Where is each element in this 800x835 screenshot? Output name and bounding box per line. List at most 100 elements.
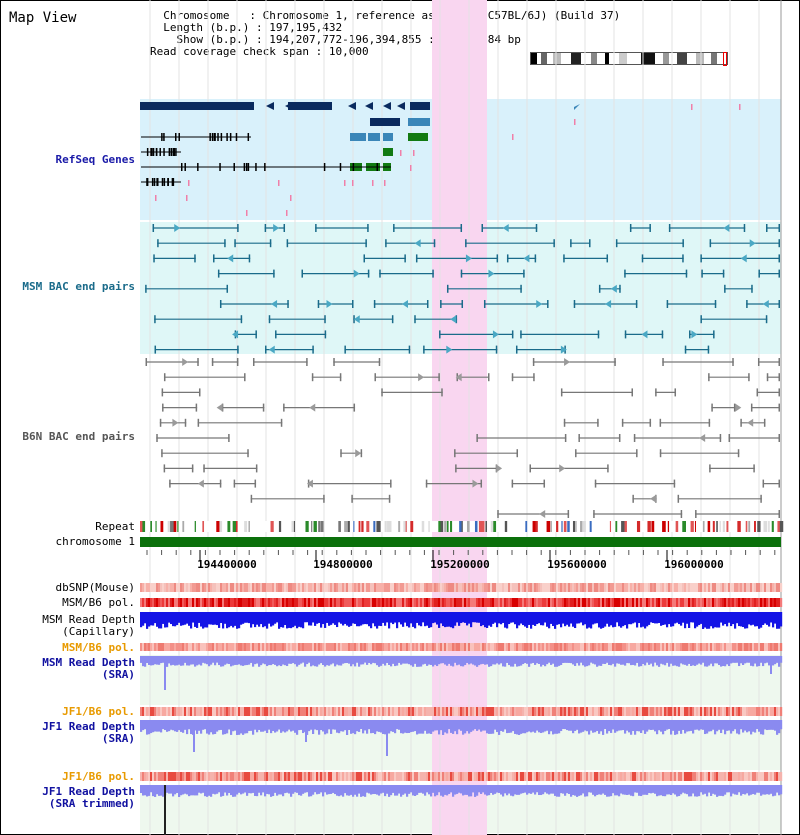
repeat-element [651,521,655,532]
msm-b6-pol-strip-1-cell [280,598,283,607]
track-label-jf1-b6-pol-2[interactable]: JF1/B6 pol. [62,770,135,783]
chromosome-ideogram[interactable] [530,52,728,66]
b6n-bac-end [169,479,171,488]
dbsnp-strip-cell [158,583,161,592]
jf1-read-depth-sra-bar [706,720,709,734]
msm-read-depth-capillary-bar [144,612,147,624]
dbsnp-strip-cell [264,583,267,592]
track-label-msm-read-depth-sra[interactable]: MSM Read Depth (SRA) [42,656,135,681]
msm-read-depth-capillary-bar [302,612,305,629]
msm-read-depth-capillary-bar [768,612,771,627]
dbsnp-strip-cell [492,583,495,592]
msm-b6-pol-strip-1-cell [498,598,501,607]
track-label-dbsnp[interactable]: dbSNP(Mouse) [55,581,135,594]
track-label-jf1-b6-pol[interactable]: JF1/B6 pol. [62,705,135,718]
jf1-b6-pol-strip-cell [470,707,473,716]
track-label-msm-b6-pol-2[interactable]: MSM/B6 pol. [62,641,135,654]
msm-bac-end [426,300,429,308]
jf1-read-depth-sra-bar [558,720,561,734]
msm-read-depth-sra-bar [472,656,475,665]
dbsnp-strip-cell [350,583,353,592]
msm-read-depth-capillary-bar [256,612,259,625]
msm-b6-pol-strip-2-cell [534,643,537,651]
msm-b6-pol-strip-2-cell [746,643,749,651]
jf1-b6-pol-strip-2-cell [518,772,521,781]
jf1-b6-pol-strip-cell [302,707,305,716]
msm-bac-end [287,300,289,308]
b6n-bac-end [567,510,570,518]
msm-b6-pol-strip-2-cell [326,643,329,651]
jf1-read-depth-sra-bar [196,720,199,734]
jf1-read-depth-trimmed-bar [242,785,245,794]
jf1-read-depth-sra-bar [768,720,771,730]
jf1-read-depth-trimmed-bar [380,785,383,794]
jf1-b6-pol-strip-2-cell [698,772,701,781]
jf1-b6-pol-strip-cell [616,707,619,716]
jf1-read-depth-trimmed-bar [494,785,497,794]
repeat-element [667,521,670,532]
msm-read-depth-sra-bar [694,656,697,666]
jf1-b6-pol-strip-cell [184,707,187,716]
msm-b6-pol-strip-1-cell [676,598,679,607]
msm-b6-pol-strip-2-cell [286,643,289,651]
jf1-b6-pol-strip-2-cell [512,772,515,781]
track-label-b6n-bac[interactable]: B6N BAC end pairs [22,430,135,443]
track-label-msm-bac[interactable]: MSM BAC end pairs [22,280,135,293]
msm-read-depth-capillary-bar [534,612,537,626]
jf1-read-depth-trimmed-bar [720,785,723,796]
jf1-b6-pol-strip-2-cell [618,772,621,781]
msm-b6-pol-strip-2-cell [636,643,639,651]
jf1-read-depth-sra-bar [758,720,761,732]
msm-b6-pol-strip-1-cell [530,598,533,607]
msm-read-depth-sra-bar [512,656,515,667]
msm-read-depth-capillary-bar [670,612,673,627]
msm-b6-pol-strip-1-cell [728,598,731,607]
msm-b6-pol-strip-2-cell [350,643,353,651]
msm-b6-pol-strip-2-cell [242,643,245,651]
jf1-read-depth-trimmed-bar [434,785,437,797]
jf1-read-depth-sra-bar [412,720,415,732]
msm-read-depth-capillary-bar [706,612,709,629]
jf1-b6-pol-strip-2-cell [728,772,731,781]
jf1-read-depth-sra-bar [636,720,639,732]
dbsnp-strip-cell [378,583,381,592]
jf1-b6-pol-strip-cell [674,707,677,716]
jf1-b6-pol-strip-2-cell [288,772,291,781]
repeat-element [589,521,592,532]
track-label-msm-read-depth-capillary[interactable]: MSM Read Depth (Capillary) [42,613,135,638]
track-label-jf1-read-depth-sra[interactable]: JF1 Read Depth (SRA) [42,720,135,745]
msm-read-depth-sra-bar [760,656,763,663]
msm-read-depth-sra-bar [718,656,721,666]
dbsnp-strip-cell [368,583,371,592]
jf1-b6-pol-strip-cell [652,707,655,716]
jf1-b6-pol-strip-cell [774,707,777,716]
jf1-b6-pol-strip-2-cell [314,772,317,781]
jf1-read-depth-sra-bar [492,720,495,734]
jf1-read-depth-sra-bar [626,720,629,731]
jf1-read-depth-trimmed-bar [566,785,569,794]
jf1-read-depth-trimmed-bar [358,785,361,794]
jf1-read-depth-trimmed-bar [230,785,233,796]
jf1-b6-pol-strip-2-cell [478,772,481,781]
dbsnp-strip-cell [632,583,635,592]
track-label-repeat[interactable]: Repeat [95,520,135,533]
track-label-refseq[interactable]: RefSeq Genes [55,153,135,166]
msm-read-depth-capillary-bar [284,612,287,626]
msm-read-depth-sra-bar [198,656,201,665]
track-label-jf1-read-depth-trimmed[interactable]: JF1 Read Depth (SRA trimmed) [42,785,135,810]
msm-b6-pol-strip-2-cell [600,643,603,651]
msm-b6-pol-strip-1-cell [668,598,671,607]
jf1-read-depth-sra-bar [466,720,469,732]
msm-read-depth-capillary-bar [450,612,453,628]
repeat-element [244,521,248,532]
track-label-msm-b6-pol-1[interactable]: MSM/B6 pol. [62,596,135,609]
jf1-read-depth-sra-bar [584,720,587,731]
msm-read-depth-sra-bar [188,656,191,666]
msm-b6-pol-strip-2-cell [492,643,495,651]
msm-read-depth-capillary-bar [634,612,637,623]
dbsnp-strip-cell [454,583,457,592]
msm-b6-pol-strip-2-cell [324,643,327,651]
msm-read-depth-capillary-bar [720,612,723,623]
msm-b6-pol-strip-2-cell [732,643,735,651]
